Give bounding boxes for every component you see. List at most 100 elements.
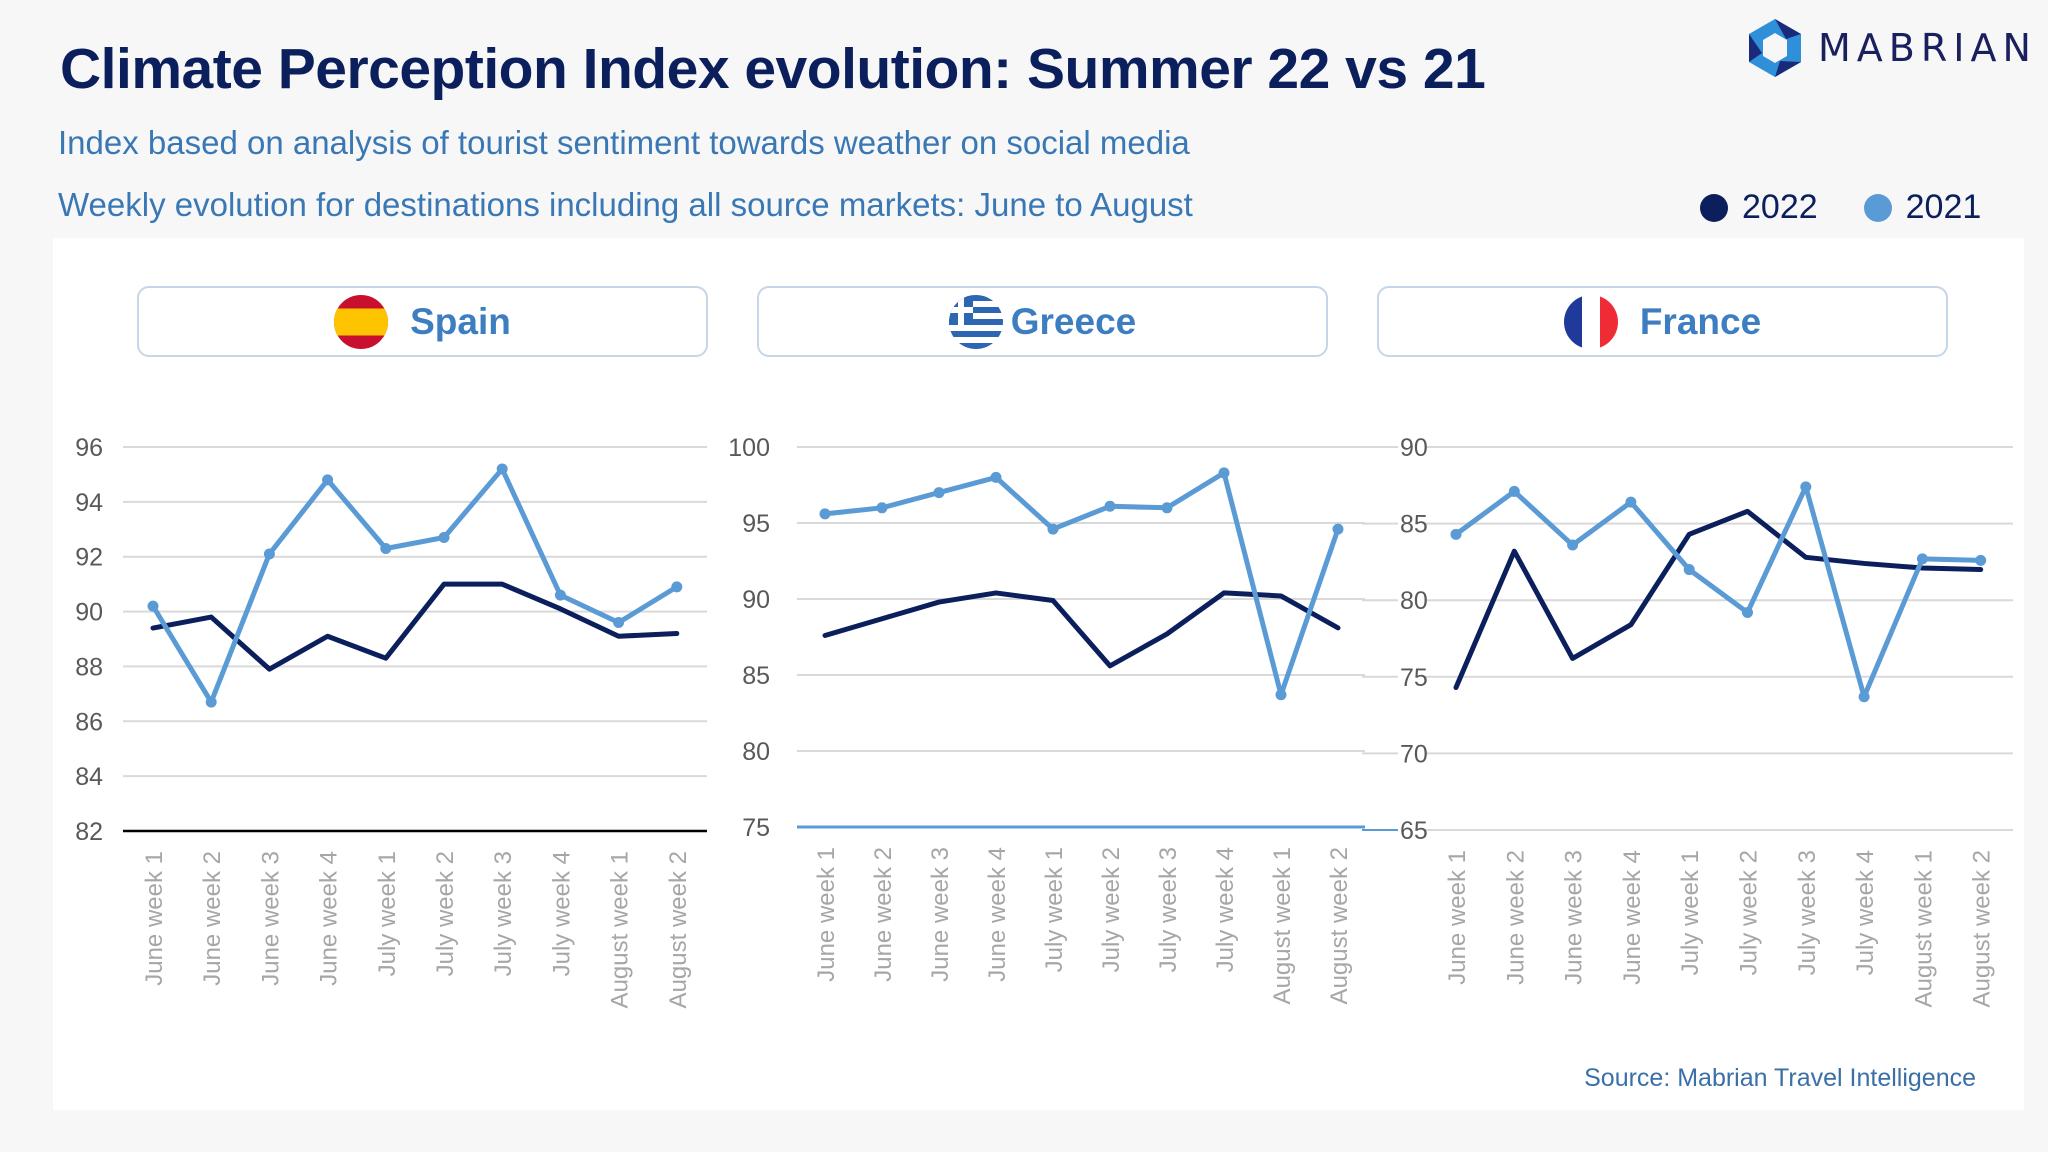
data-point-2021	[1683, 564, 1695, 576]
subtitle-methodology: Index based on analysis of tourist senti…	[58, 124, 1190, 161]
data-point-2021	[147, 600, 159, 612]
country-name-greece: Greece	[1010, 300, 1137, 342]
x-category-label: July week 3	[490, 851, 517, 976]
data-point-2021	[819, 508, 831, 520]
legend-item-2021: 2021	[1863, 188, 1982, 227]
country-header-greece: Greece	[757, 286, 1328, 357]
data-point-2021	[1742, 606, 1753, 618]
legend: 2022 2021	[1700, 188, 2027, 227]
y-tick-label: 96	[75, 434, 103, 462]
x-category-label: July week 1	[374, 851, 401, 976]
x-category-label: July week 4	[1212, 847, 1239, 972]
y-tick-label: 100	[728, 434, 770, 462]
x-category-label: June week 1	[1444, 850, 1471, 985]
data-point-2021	[1916, 553, 1928, 565]
data-point-2021	[1625, 496, 1637, 508]
y-tick-label: 85	[1400, 511, 1428, 539]
x-category-label: August week 2	[1326, 847, 1353, 1004]
data-point-2021	[1800, 481, 1812, 493]
x-category-label: July week 3	[1155, 847, 1182, 972]
y-tick-label: 90	[75, 599, 103, 627]
series-line-2022	[150, 581, 680, 672]
x-category-label: July week 4	[548, 851, 575, 976]
country-name-france: France	[1639, 300, 1762, 342]
y-tick-label: 70	[1400, 740, 1428, 768]
x-category-label: June week 2	[199, 851, 226, 986]
legend-dot-2021	[1863, 193, 1892, 222]
series-line-2021	[822, 470, 1341, 698]
y-tick-label: 84	[75, 763, 103, 791]
y-tick-label: 75	[742, 814, 770, 842]
x-category-label: July week 2	[432, 851, 459, 976]
x-category-label: June week 2	[1502, 850, 1529, 985]
data-point-2021	[380, 542, 392, 554]
country-header-spain: Spain	[137, 286, 708, 357]
data-point-2021	[1975, 554, 1987, 566]
country-header-france: France	[1377, 286, 1948, 357]
y-tick-label: 82	[75, 818, 103, 846]
legend-label-2021: 2021	[1905, 188, 1982, 226]
series-line-2021	[1453, 484, 1984, 700]
x-category-label: June week 3	[257, 851, 284, 986]
x-category-label: June week 4	[316, 851, 343, 986]
y-tick-label: 92	[75, 544, 103, 572]
x-category-label: July week 4	[1852, 850, 1879, 975]
data-point-2021	[933, 487, 945, 499]
x-category-label: June week 4	[1619, 850, 1646, 985]
series-line-2022	[1453, 508, 1984, 691]
y-tick-label: 90	[1400, 434, 1428, 462]
chart-spain: 82 84 86 88 90 92 94 96 June week 1 June week 2 Ju…	[75, 434, 707, 1008]
x-category-label: July week 1	[1677, 850, 1704, 975]
x-category-label: August week 1	[1910, 850, 1937, 1007]
x-category-label: July week 1	[1041, 847, 1068, 972]
spain-flag-icon	[334, 294, 389, 349]
data-point-2021	[1161, 502, 1173, 514]
data-point-2021	[322, 474, 334, 486]
data-point-2021	[554, 589, 566, 601]
y-tick-label: 95	[742, 510, 770, 538]
data-point-2021	[990, 471, 1002, 483]
y-tick-label: 80	[742, 738, 770, 766]
data-point-2021	[1508, 485, 1520, 497]
y-tick-label: 85	[742, 662, 770, 690]
x-category-label: June week 4	[984, 847, 1011, 982]
data-point-2021	[671, 581, 683, 593]
x-category-label: June week 3	[927, 847, 954, 982]
x-category-label: August week 1	[1269, 847, 1296, 1004]
data-point-2021	[1567, 539, 1579, 551]
data-point-2021	[1332, 523, 1344, 535]
y-tick-label: 88	[75, 653, 103, 681]
data-point-2021	[1450, 528, 1462, 540]
x-category-label: June week 1	[141, 851, 168, 986]
data-point-2021	[438, 532, 450, 544]
data-point-2021	[1275, 689, 1287, 701]
greece-flag-icon	[948, 294, 1003, 349]
logo-text: MABRIAN	[1818, 26, 2037, 70]
y-tick-label: 90	[742, 586, 770, 614]
chart-greece: 75 80 85 90 95 100 June week 1 June week 2 June …	[728, 434, 1365, 1004]
data-point-2021	[876, 502, 888, 514]
y-tick-label: 75	[1400, 664, 1428, 692]
x-category-label: July week 2	[1098, 847, 1125, 972]
legend-dot-2022	[1700, 193, 1728, 222]
x-category-label: August week 1	[607, 851, 634, 1008]
x-category-label: August week 2	[665, 851, 692, 1008]
data-point-2021	[205, 696, 217, 708]
data-point-2021	[1858, 691, 1870, 703]
x-category-label: June week 3	[1561, 850, 1588, 985]
page-title: Climate Perception Index evolution: Summ…	[60, 37, 1486, 101]
y-tick-label: 94	[75, 489, 103, 517]
mabrian-logo: MABRIAN	[1746, 16, 2037, 80]
mabrian-hexagon-icon	[1749, 19, 1801, 77]
data-point-2021	[263, 548, 275, 560]
x-category-label: June week 1	[813, 847, 840, 982]
france-flag-icon	[1563, 294, 1618, 349]
data-point-2021	[1047, 523, 1059, 535]
country-name-spain: Spain	[410, 300, 511, 342]
legend-label-2022: 2022	[1742, 188, 1818, 226]
data-point-2021	[496, 463, 508, 475]
series-line-2021	[150, 466, 680, 705]
data-point-2021	[1104, 500, 1116, 512]
data-point-2021	[613, 617, 625, 629]
